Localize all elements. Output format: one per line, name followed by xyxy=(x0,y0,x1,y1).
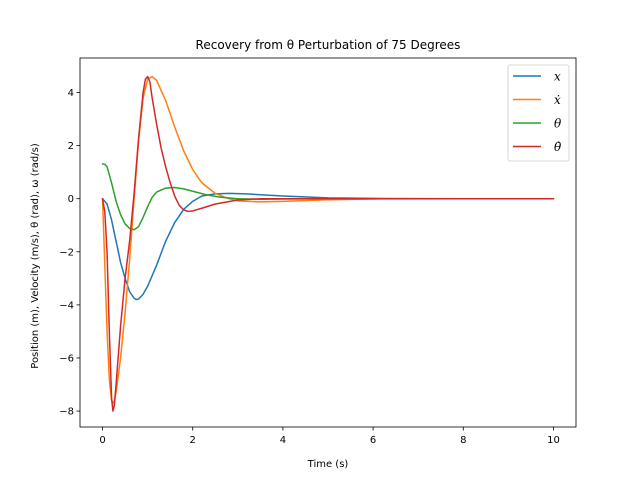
legend-label-2: θ xyxy=(554,117,562,131)
series-line-1 xyxy=(101,75,555,404)
y-axis-label: Position (m), Velocity (m/s), θ (rad), ω… xyxy=(30,143,41,369)
y-tick-label: −4 xyxy=(59,300,74,311)
legend: xẋθ θ̇ xyxy=(507,64,570,162)
plot-area xyxy=(79,57,577,428)
legend-label-0: x xyxy=(554,70,561,84)
legend-frame xyxy=(507,64,570,162)
y-tick-label: 2 xyxy=(68,141,74,152)
x-axis-label: Time (s) xyxy=(307,459,349,470)
x-tick-label: 6 xyxy=(370,435,376,446)
x-tick-label: 2 xyxy=(190,435,196,446)
x-tick-label: 0 xyxy=(99,435,105,446)
x-tick-label: 10 xyxy=(547,435,560,446)
series-lines xyxy=(101,75,555,412)
chart-title: Recovery from θ Perturbation of 75 Degre… xyxy=(196,38,461,52)
plot-frame xyxy=(79,57,577,428)
series-line-3 xyxy=(101,75,555,412)
x-tick-label: 4 xyxy=(280,435,286,446)
y-axis-ticks: −8 −6 −4 −2 0 2 4 xyxy=(59,88,80,418)
series-line-0 xyxy=(101,192,555,301)
legend-label-3: θ̇ xyxy=(554,140,562,154)
y-tick-label: 4 xyxy=(68,88,74,99)
y-tick-label: −6 xyxy=(59,353,74,364)
y-tick-label: −2 xyxy=(59,247,74,258)
legend-label-1: ẋ xyxy=(554,93,561,107)
y-tick-label: 0 xyxy=(68,194,74,205)
y-tick-label: −8 xyxy=(59,407,74,418)
x-tick-label: 8 xyxy=(460,435,466,446)
series-line-2 xyxy=(101,163,555,231)
x-axis-ticks: 0 2 4 6 8 10 xyxy=(99,427,560,446)
